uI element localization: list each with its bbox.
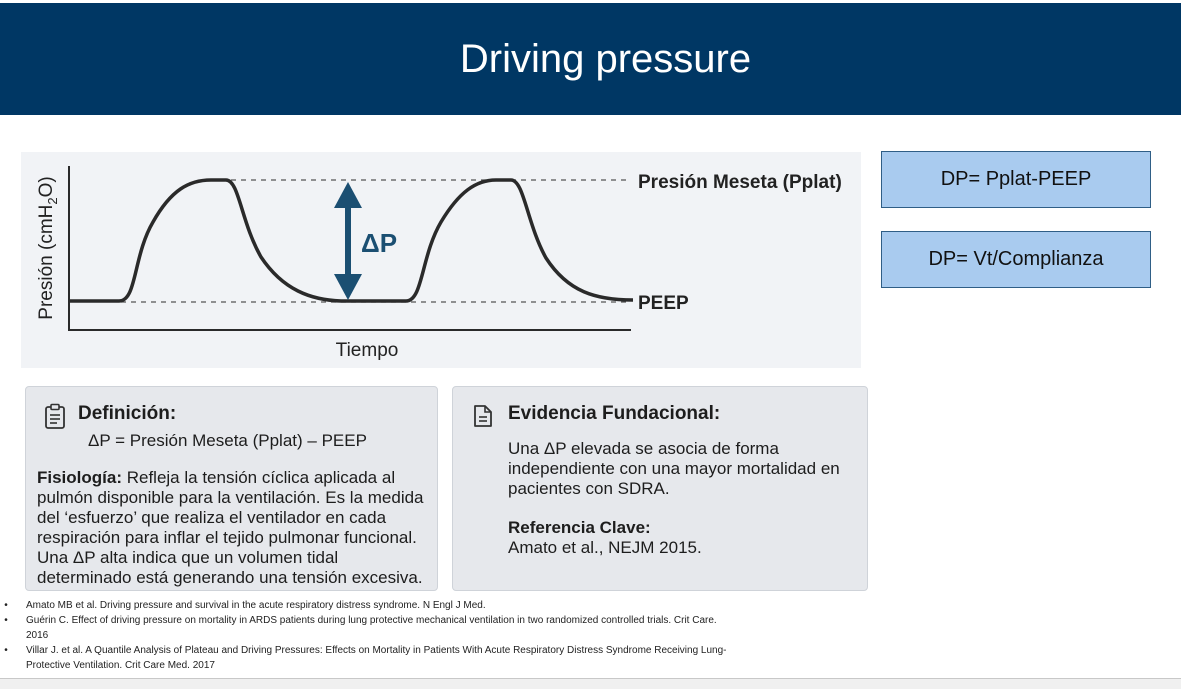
physiology-line-6: determinado está generando una tensión e…	[37, 568, 423, 587]
pressure-waveform	[69, 178, 634, 303]
pressure-diagram: ΔP Presión Meseta (Pplat) PEEP Tiempo Pr…	[21, 152, 861, 368]
physiology-line-4: respiración para inflar el tejido pulmon…	[37, 528, 417, 547]
physiology-line-1: Fisiología: Refleja la tensión cíclica a…	[37, 468, 396, 487]
physiology-line-2: pulmón disponible para la ventilación. E…	[37, 488, 424, 507]
key-reference-text: Amato et al., NEJM 2015.	[508, 538, 702, 557]
physiology-line-5: Una ΔP alta indica que un volumen tidal	[37, 548, 339, 567]
definition-card: Definición: ΔP = Presión Meseta (Pplat) …	[25, 386, 438, 591]
definition-title: Definición:	[78, 403, 177, 424]
references-list: • Amato MB et al. Driving pressure and s…	[0, 598, 880, 673]
delta-arrow	[334, 182, 362, 300]
pressure-curve-svg: ΔP Presión Meseta (Pplat) PEEP Tiempo Pr…	[36, 166, 842, 361]
y-axis-label: Presión (cmH2O)	[36, 176, 60, 319]
pplat-label: Presión Meseta (Pplat)	[638, 172, 842, 193]
document-icon	[474, 405, 492, 427]
bullet: •	[4, 645, 8, 656]
x-axis-label: Tiempo	[336, 340, 399, 361]
bullet: •	[4, 615, 8, 626]
slide-title: Driving pressure	[459, 36, 752, 81]
physiology-line-3: del ‘esfuerzo’ que realiza el ventilador…	[37, 508, 387, 527]
evidence-line-1: Una ΔP elevada se asocia de forma	[508, 439, 779, 458]
evidence-line-3: pacientes con SDRA.	[508, 479, 670, 498]
formula-text: DP= Pplat-PEEP	[940, 168, 1092, 190]
bullet: •	[4, 600, 8, 611]
reference-item: • Amato MB et al. Driving pressure and s…	[0, 598, 880, 613]
formula-box-vt-compliance: DP= Vt/Complianza	[881, 231, 1151, 288]
delta-p-label: ΔP	[361, 228, 397, 258]
evidence-line-2: independiente con una mayor mortalidad e…	[508, 459, 840, 478]
evidence-card: Evidencia Fundacional: Una ΔP elevada se…	[452, 386, 868, 591]
reference-item: • Villar J. et al. A Quantile Analysis o…	[0, 643, 880, 673]
title-banner: Driving pressure	[0, 3, 1181, 115]
peep-label: PEEP	[638, 293, 689, 314]
evidence-title: Evidencia Fundacional:	[508, 403, 721, 424]
formula-box-pplat-peep: DP= Pplat-PEEP	[881, 151, 1151, 208]
definition-formula: ΔP = Presión Meseta (Pplat) – PEEP	[88, 431, 367, 450]
bottom-scrollbar[interactable]	[0, 678, 1181, 689]
clipboard-icon	[45, 403, 65, 429]
reference-item: • Guérin C. Effect of driving pressure o…	[0, 613, 880, 643]
key-reference-label: Referencia Clave:	[508, 518, 651, 537]
formula-text: DP= Vt/Complianza	[928, 248, 1104, 270]
